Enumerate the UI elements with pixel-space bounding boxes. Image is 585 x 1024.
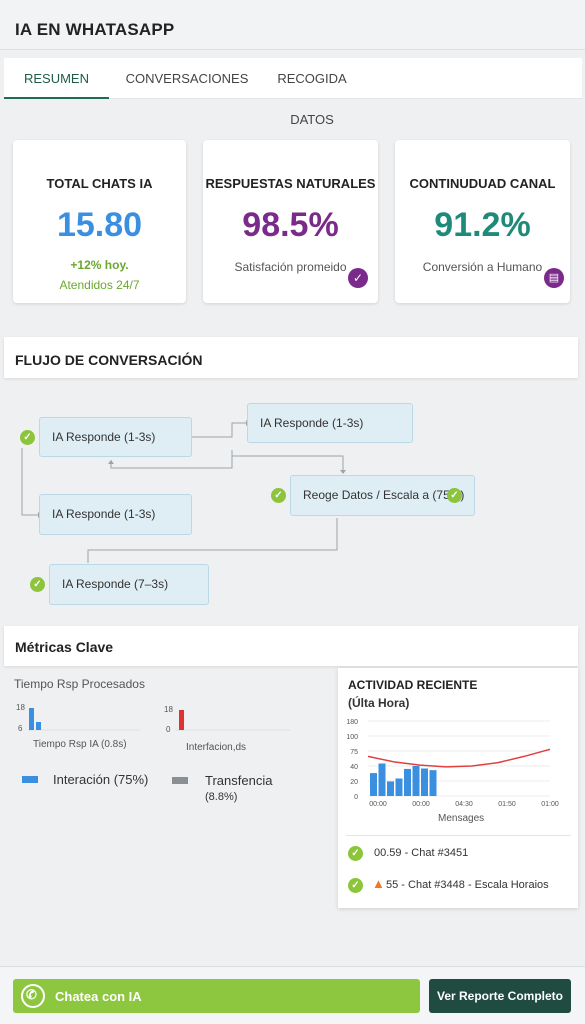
activity-subtitle: (Últa Hora) [348, 696, 410, 710]
check-icon: ✓ [348, 878, 363, 893]
arrow-head [108, 460, 114, 464]
y-tick-label: 0 [354, 794, 358, 801]
mini-chart-label: Interfacion,ds [186, 742, 247, 753]
activity-bar [387, 781, 394, 796]
kpi-title: TOTAL CHATS IA [46, 176, 153, 191]
mini-chart-label: Tiempo Rsp IA (0.8s) [33, 739, 127, 750]
connector [21, 448, 38, 516]
y-tick-label: 40 [350, 764, 358, 771]
x-tick-label: 00:00 [412, 801, 430, 808]
kpi-card-continuidad-canal: CONTINUDUAD CANAL 91.2% Conversión a Hum… [395, 140, 570, 303]
mini-charts [28, 708, 290, 731]
legend-sublabel: (8.8%) [205, 791, 238, 803]
kpi-value: 91.2% [434, 206, 531, 244]
mini-bar [179, 710, 184, 730]
warning-icon: ▲ [372, 876, 385, 891]
check-icon: ✓ [348, 268, 368, 288]
activity-title: ACTIVIDAD RECIENTE [348, 678, 478, 692]
metrics-section-header: Métricas Clave [4, 626, 578, 666]
tab-resumen[interactable]: RESUMEN [4, 58, 109, 99]
mini-tick: 18 [164, 705, 173, 714]
activity-chart: 180 100 75 40 20 0 00:00 00:00 04:30 01:50 01:00 [346, 719, 559, 808]
trend-line [367, 748, 551, 768]
mini-bar [36, 722, 41, 730]
flow-title: FLUJO DE CONVERSACIÓN [15, 352, 203, 368]
divider [346, 835, 571, 836]
view-report-button[interactable]: Ver Reporte Completo [429, 979, 571, 1013]
tab-recogida-datos[interactable]: RECOGIDA DATOS [277, 71, 347, 127]
mini-tick: 0 [166, 725, 171, 734]
flow-connectors [21, 420, 346, 563]
chat-button-label: Chatea con IA [55, 989, 142, 1004]
activity-card: ACTIVIDAD RECIENTE (Últa Hora) 180 100 75 4… [338, 668, 578, 908]
connector [192, 422, 246, 438]
activity-text: 00.59 - Chat #3451 [374, 847, 469, 859]
metrics-title: Métricas Clave [15, 639, 114, 655]
activity-item[interactable]: ✓ 00.59 - Chat #3451 [346, 840, 571, 868]
bottom-action-bar: Chatea con IA Ver Reporte Completo [0, 966, 585, 1024]
activity-item[interactable]: ✓ ▲ 55 - Chat #3448 - Escala Horaios [346, 872, 571, 900]
x-tick-label: 04:30 [455, 801, 473, 808]
flow-section-header: FLUJO DE CONVERSACIÓN [4, 337, 578, 378]
y-tick-label: 100 [346, 734, 358, 741]
check-icon: ✓ [271, 488, 286, 503]
tab-conversaciones[interactable]: CONVERSACIONES [125, 71, 249, 86]
chart-xlabel: Mensages [438, 813, 485, 824]
connector [232, 455, 344, 470]
activity-bar [421, 768, 428, 796]
activity-bar [412, 766, 420, 796]
check-icon: ✓ [447, 488, 462, 503]
x-tick-label: 01:50 [498, 801, 516, 808]
legend-swatch [22, 776, 38, 783]
kpi-card-total-chats: TOTAL CHATS IA 15.80 +12% hoy. Atendidos… [13, 140, 186, 303]
kpi-value: 98.5% [242, 206, 339, 244]
y-tick-label: 180 [346, 719, 358, 726]
app-title: IA EN WHATASAPP [15, 20, 175, 39]
check-icon: ✓ [348, 846, 363, 861]
flow-node[interactable]: IA Responde (1-3s) [247, 403, 413, 443]
flow-node[interactable]: Reoge Datos / Escala a (75%) [290, 475, 475, 516]
kpi-delta: +12% hoy. [70, 258, 129, 272]
flow-node[interactable]: IA Responde (1-3s) [39, 417, 192, 457]
chat-icon: ▤ [544, 268, 564, 288]
kpi-subtext: Conversión a Humano [422, 260, 543, 274]
kpi-subtext: Atendidos 24/7 [59, 278, 140, 292]
legend-label: Interación (75%) [53, 772, 149, 787]
flow-node[interactable]: IA Responde (1-3s) [39, 494, 192, 535]
mini-tick: 18 [16, 703, 25, 712]
y-tick-label: 75 [350, 749, 358, 756]
whatsapp-icon [21, 984, 45, 1008]
kpi-title: CONTINUDUAD CANAL [409, 176, 556, 191]
y-tick-label: 20 [350, 779, 358, 786]
kpi-subtext: Satisfación promeido [234, 260, 347, 274]
activity-bar [370, 773, 377, 796]
metrics-subtitle: Tiempo Rsp Procesados [14, 677, 145, 691]
activity-text: 55 - Chat #3448 - Escala Horaios [386, 879, 549, 891]
activity-bar [404, 768, 411, 796]
mini-bar [29, 708, 34, 730]
mini-tick: 6 [18, 724, 23, 733]
app-header: IA EN WHATASAPP [0, 0, 585, 50]
x-tick-label: 01:00 [541, 801, 559, 808]
legend-label: Transfencia [205, 773, 273, 788]
activity-bar [395, 778, 403, 796]
connector [87, 518, 338, 563]
kpi-card-respuestas-naturales: RESPUESTAS NATURALES 98.5% Satisfación p… [203, 140, 378, 303]
tab-bar: RESUMEN CONVERSACIONES RECOGIDA DATOS [4, 58, 582, 127]
activity-bar [429, 770, 437, 796]
flow-node[interactable]: IA Responde (7–3s) [49, 564, 209, 605]
kpi-value: 15.80 [56, 206, 143, 244]
check-icon: ✓ [20, 430, 35, 445]
kpi-title: RESPUESTAS NATURALES [205, 176, 376, 191]
legend-swatch [172, 777, 188, 784]
activity-bar [378, 763, 386, 796]
x-tick-label: 00:00 [369, 801, 387, 808]
chat-with-ai-button[interactable]: Chatea con IA [13, 979, 420, 1013]
check-icon: ✓ [30, 577, 45, 592]
arrow-head [340, 470, 346, 474]
